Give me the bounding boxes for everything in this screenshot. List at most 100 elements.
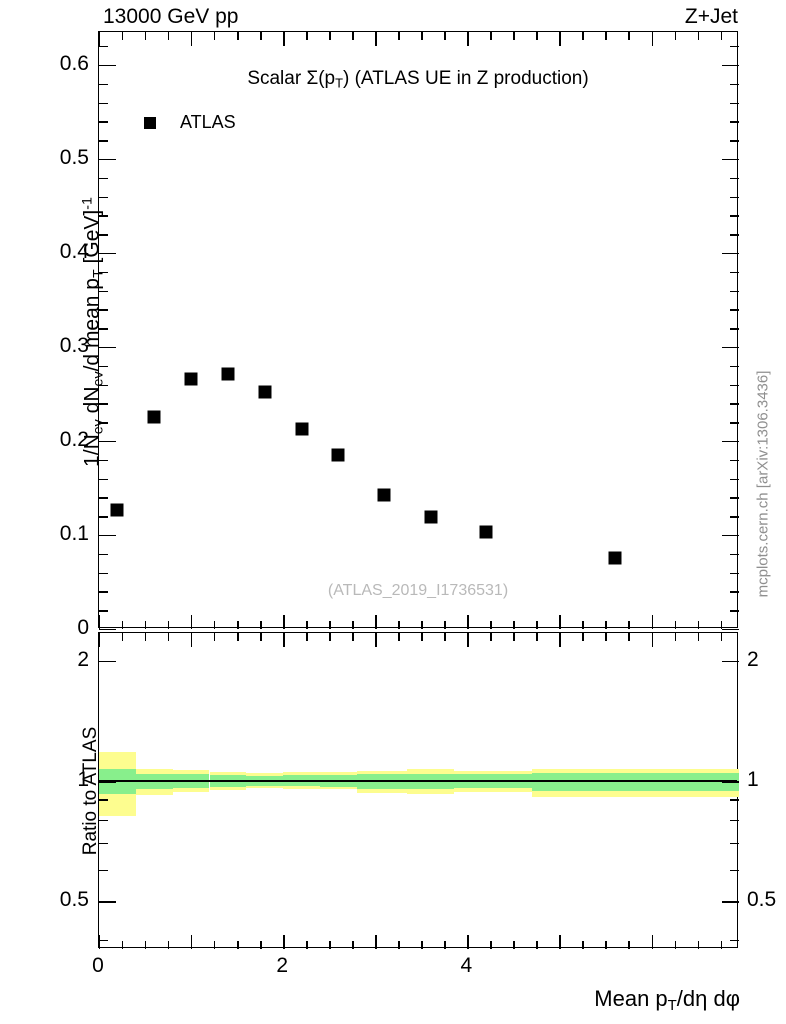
axis-tick: [697, 633, 699, 641]
axis-tick: [730, 290, 739, 292]
axis-tick: [730, 140, 739, 142]
axis-tick: [168, 941, 170, 949]
axis-tick: [145, 621, 147, 629]
ratio-reference-line: [99, 780, 737, 783]
legend-label-atlas: ATLAS: [180, 112, 236, 132]
axis-tick: [730, 591, 739, 593]
axis-tick: [99, 843, 108, 845]
axis-tick: [398, 941, 400, 949]
ratio-y-tick-label-right: 1: [747, 768, 759, 792]
axis-tick: [467, 935, 469, 949]
x-tick-label: 2: [276, 954, 289, 977]
axis-tick: [99, 158, 116, 161]
axis-tick: [99, 365, 108, 368]
main-plot-frame: 1/Nev dNev/d mean pT [GeV]-1 Scalar Σ(pT…: [79, 31, 739, 631]
axis-tick: [306, 621, 308, 629]
analysis-watermark: (ATLAS_2019_I1736531): [327, 582, 509, 599]
x-label-part-2: /dη dφ: [676, 986, 740, 1011]
process-label: Z+Jet: [684, 5, 738, 28]
axis-tick: [582, 32, 584, 40]
legend-marker-atlas: [144, 116, 156, 129]
axis-tick: [722, 901, 739, 903]
axis-tick: [730, 799, 739, 801]
axis-tick: [99, 869, 108, 872]
axis-tick: [490, 633, 492, 641]
y-tick-label: 0.5: [59, 145, 89, 169]
axis-tick: [99, 781, 116, 783]
axis-tick: [375, 935, 377, 949]
data-point: [424, 510, 437, 524]
axis-tick: [237, 32, 239, 40]
axis-tick: [99, 177, 108, 180]
axis-tick: [329, 941, 331, 949]
axis-tick: [467, 32, 469, 46]
axis-tick: [99, 633, 101, 647]
axis-tick: [99, 346, 116, 349]
axis-tick: [99, 440, 116, 443]
axis-tick: [306, 941, 308, 949]
axis-tick: [99, 534, 116, 537]
axis-tick: [730, 610, 739, 612]
axis-tick: [730, 422, 739, 424]
axis-tick: [730, 121, 739, 123]
axis-tick: [260, 941, 262, 949]
main-y-axis-label: 1/Nev dNev/d mean pT [GeV]-1: [79, 197, 106, 467]
axis-tick: [99, 660, 116, 663]
axis-tick: [260, 621, 262, 629]
axis-tick: [582, 941, 584, 949]
axis-tick: [99, 799, 108, 801]
axis-tick: [730, 384, 739, 386]
axis-tick: [99, 422, 108, 424]
axis-tick: [730, 478, 739, 480]
axis-tick: [730, 365, 739, 368]
axis-tick: [730, 819, 739, 822]
axis-tick: [467, 615, 469, 629]
axis-tick: [513, 941, 515, 949]
axis-tick: [168, 633, 170, 641]
axis-tick: [191, 935, 193, 949]
ratio-y-tick-label: 2: [77, 647, 89, 671]
axis-tick: [99, 901, 116, 903]
axis-tick: [722, 440, 739, 443]
y-label-sup: -1: [79, 197, 96, 210]
axis-tick: [99, 215, 108, 217]
axis-tick: [99, 102, 108, 104]
axis-tick: [99, 935, 101, 949]
axis-tick: [260, 32, 262, 40]
axis-tick: [122, 941, 124, 949]
axis-tick: [99, 459, 108, 462]
axis-tick: [722, 781, 739, 783]
data-point: [184, 372, 198, 386]
axis-tick: [237, 633, 239, 641]
axis-tick: [352, 621, 354, 629]
axis-tick: [283, 935, 285, 949]
axis-tick: [99, 309, 108, 311]
axis-tick: [722, 158, 739, 161]
title-part-pre: Scalar: [247, 68, 307, 89]
y-tick-label: 0: [77, 616, 89, 639]
source-credit: mcplots.cern.ch [arXiv:1306.3436]: [754, 370, 772, 598]
axis-tick: [559, 633, 561, 647]
ratio-y-tick-label: 0.5: [59, 888, 89, 912]
axis-tick: [99, 384, 108, 386]
data-point: [479, 525, 493, 539]
axis-tick: [283, 32, 285, 46]
axis-tick: [421, 621, 423, 629]
axis-tick: [490, 621, 492, 629]
axis-tick: [582, 621, 584, 629]
y-tick-label: 0.4: [59, 239, 89, 263]
axis-tick: [191, 32, 193, 46]
axis-tick: [99, 290, 108, 292]
axis-tick: [513, 633, 515, 641]
axis-tick: [99, 478, 108, 480]
axis-tick: [720, 621, 722, 629]
axis-tick: [99, 615, 101, 629]
axis-tick: [99, 32, 101, 46]
axis-tick: [283, 633, 285, 647]
axis-tick: [722, 629, 739, 631]
axis-tick: [651, 633, 653, 647]
axis-tick: [398, 633, 400, 641]
axis-tick: [99, 819, 108, 822]
title-sigma: Σ: [306, 68, 319, 89]
axis-tick: [444, 633, 446, 641]
